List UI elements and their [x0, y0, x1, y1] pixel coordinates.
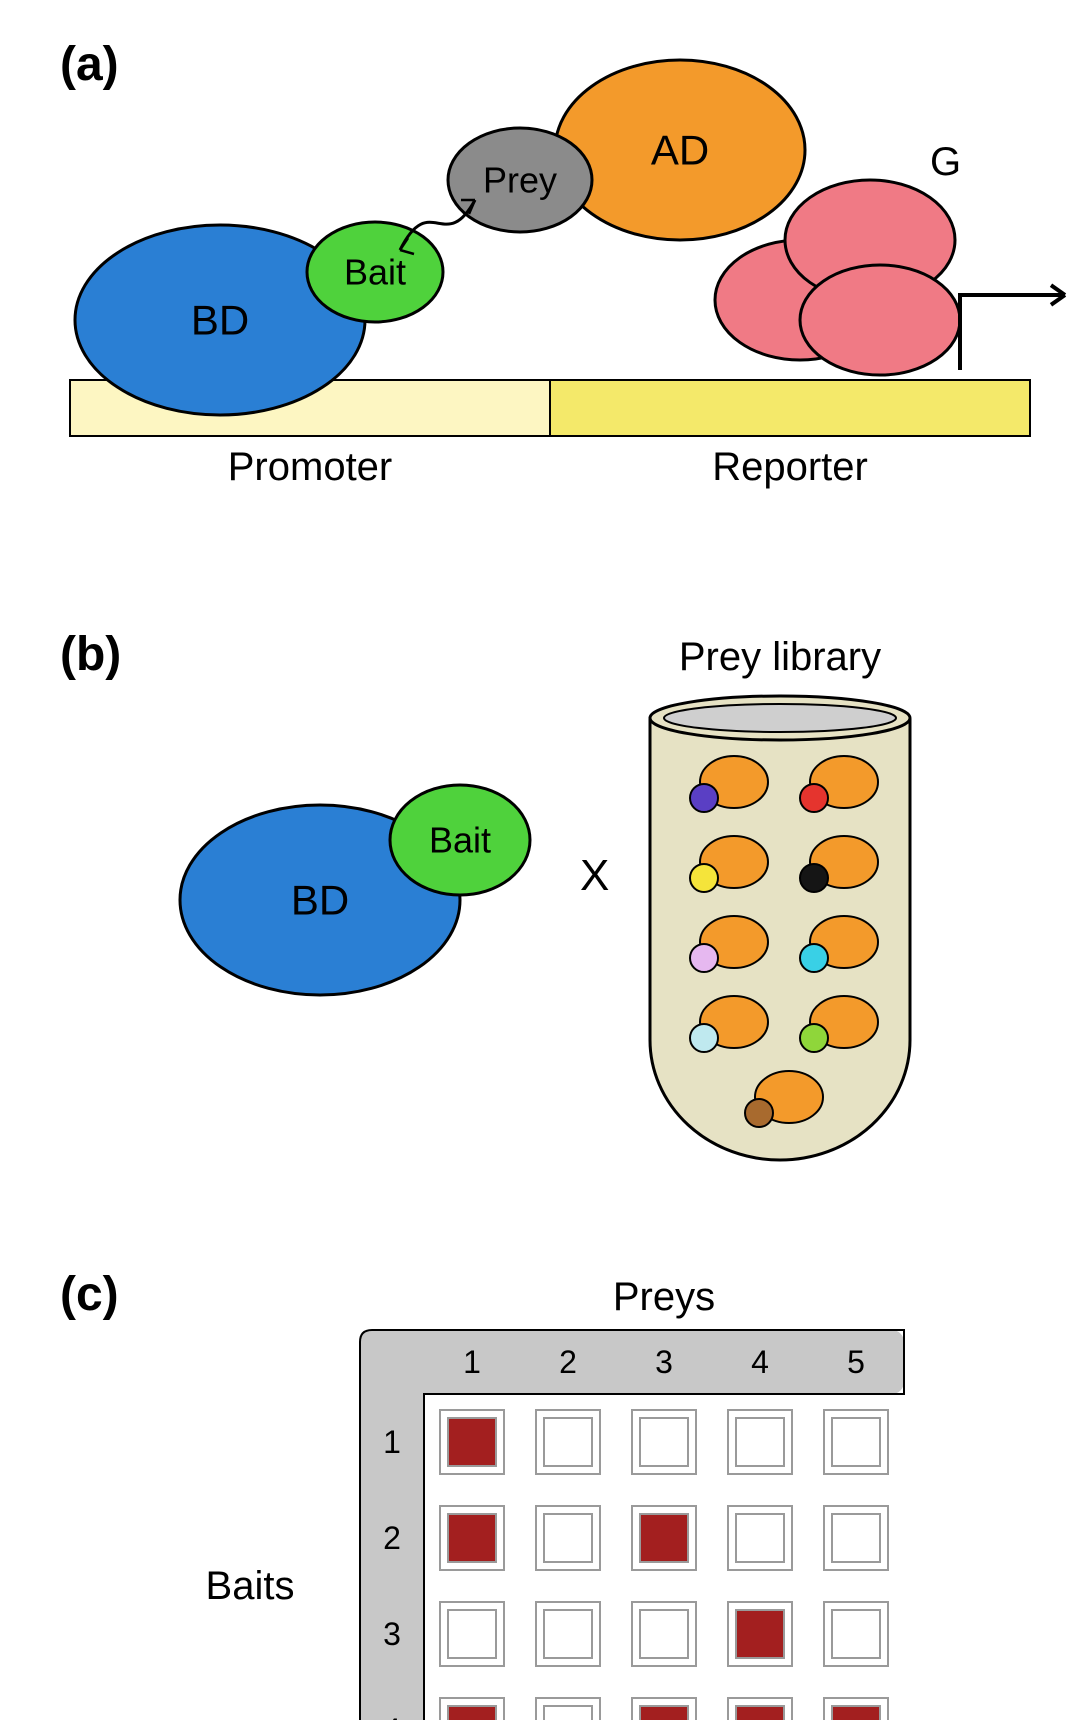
- preys-axis-label: Preys: [613, 1275, 715, 1319]
- well-inner-0-4: [832, 1418, 880, 1466]
- well-inner-3-3: [736, 1706, 784, 1720]
- bait-a-label: Bait: [344, 252, 406, 293]
- well-inner-2-3: [736, 1610, 784, 1658]
- row-header-3: 4: [383, 1712, 401, 1720]
- well-inner-0-3: [736, 1418, 784, 1466]
- row-header-0: 1: [383, 1424, 401, 1460]
- g-complex-2: [800, 265, 960, 375]
- cross-symbol: X: [580, 851, 609, 900]
- transcription-arrow: [960, 295, 1065, 370]
- bd-b-label: BD: [291, 877, 349, 924]
- bait-b-label: Bait: [429, 820, 491, 861]
- prey-library-label: Prey library: [679, 635, 881, 679]
- well-inner-3-1: [544, 1706, 592, 1720]
- tube-rim-inner: [664, 704, 896, 732]
- well-inner-2-4: [832, 1610, 880, 1658]
- library-prey-7: [800, 1024, 828, 1052]
- well-inner-0-2: [640, 1418, 688, 1466]
- well-inner-1-2: [640, 1514, 688, 1562]
- well-inner-1-4: [832, 1514, 880, 1562]
- dna-reporter: [550, 380, 1030, 436]
- well-inner-1-1: [544, 1514, 592, 1562]
- reporter-label: Reporter: [712, 445, 868, 489]
- grid-header-top: [360, 1330, 904, 1394]
- library-prey-5: [800, 944, 828, 972]
- col-header-2: 3: [655, 1344, 673, 1380]
- panel-a-label: (a): [60, 38, 119, 91]
- bd-a-label: BD: [191, 297, 249, 344]
- col-header-3: 4: [751, 1344, 769, 1380]
- well-inner-1-0: [448, 1514, 496, 1562]
- library-prey-2: [690, 864, 718, 892]
- well-inner-3-0: [448, 1706, 496, 1720]
- well-inner-1-3: [736, 1514, 784, 1562]
- well-inner-0-0: [448, 1418, 496, 1466]
- well-inner-0-1: [544, 1418, 592, 1466]
- library-prey-3: [800, 864, 828, 892]
- well-inner-2-1: [544, 1610, 592, 1658]
- col-header-1: 2: [559, 1344, 577, 1380]
- well-inner-2-0: [448, 1610, 496, 1658]
- col-header-0: 1: [463, 1344, 481, 1380]
- col-header-4: 5: [847, 1344, 865, 1380]
- promoter-label: Promoter: [228, 445, 393, 489]
- panel-c-label: (c): [60, 1268, 119, 1321]
- library-prey-1: [800, 784, 828, 812]
- library-prey-6: [690, 1024, 718, 1052]
- well-inner-2-2: [640, 1610, 688, 1658]
- well-inner-3-4: [832, 1706, 880, 1720]
- g-label: G: [930, 140, 961, 184]
- row-header-1: 2: [383, 1520, 401, 1556]
- prey-a-label: Prey: [483, 160, 557, 201]
- well-inner-3-2: [640, 1706, 688, 1720]
- library-prey-0: [690, 784, 718, 812]
- panel-b-label: (b): [60, 628, 121, 681]
- library-prey-8: [745, 1099, 773, 1127]
- row-header-2: 3: [383, 1616, 401, 1652]
- library-prey-4: [690, 944, 718, 972]
- baits-axis-label: Baits: [206, 1564, 295, 1608]
- ad-a-label: AD: [651, 127, 709, 174]
